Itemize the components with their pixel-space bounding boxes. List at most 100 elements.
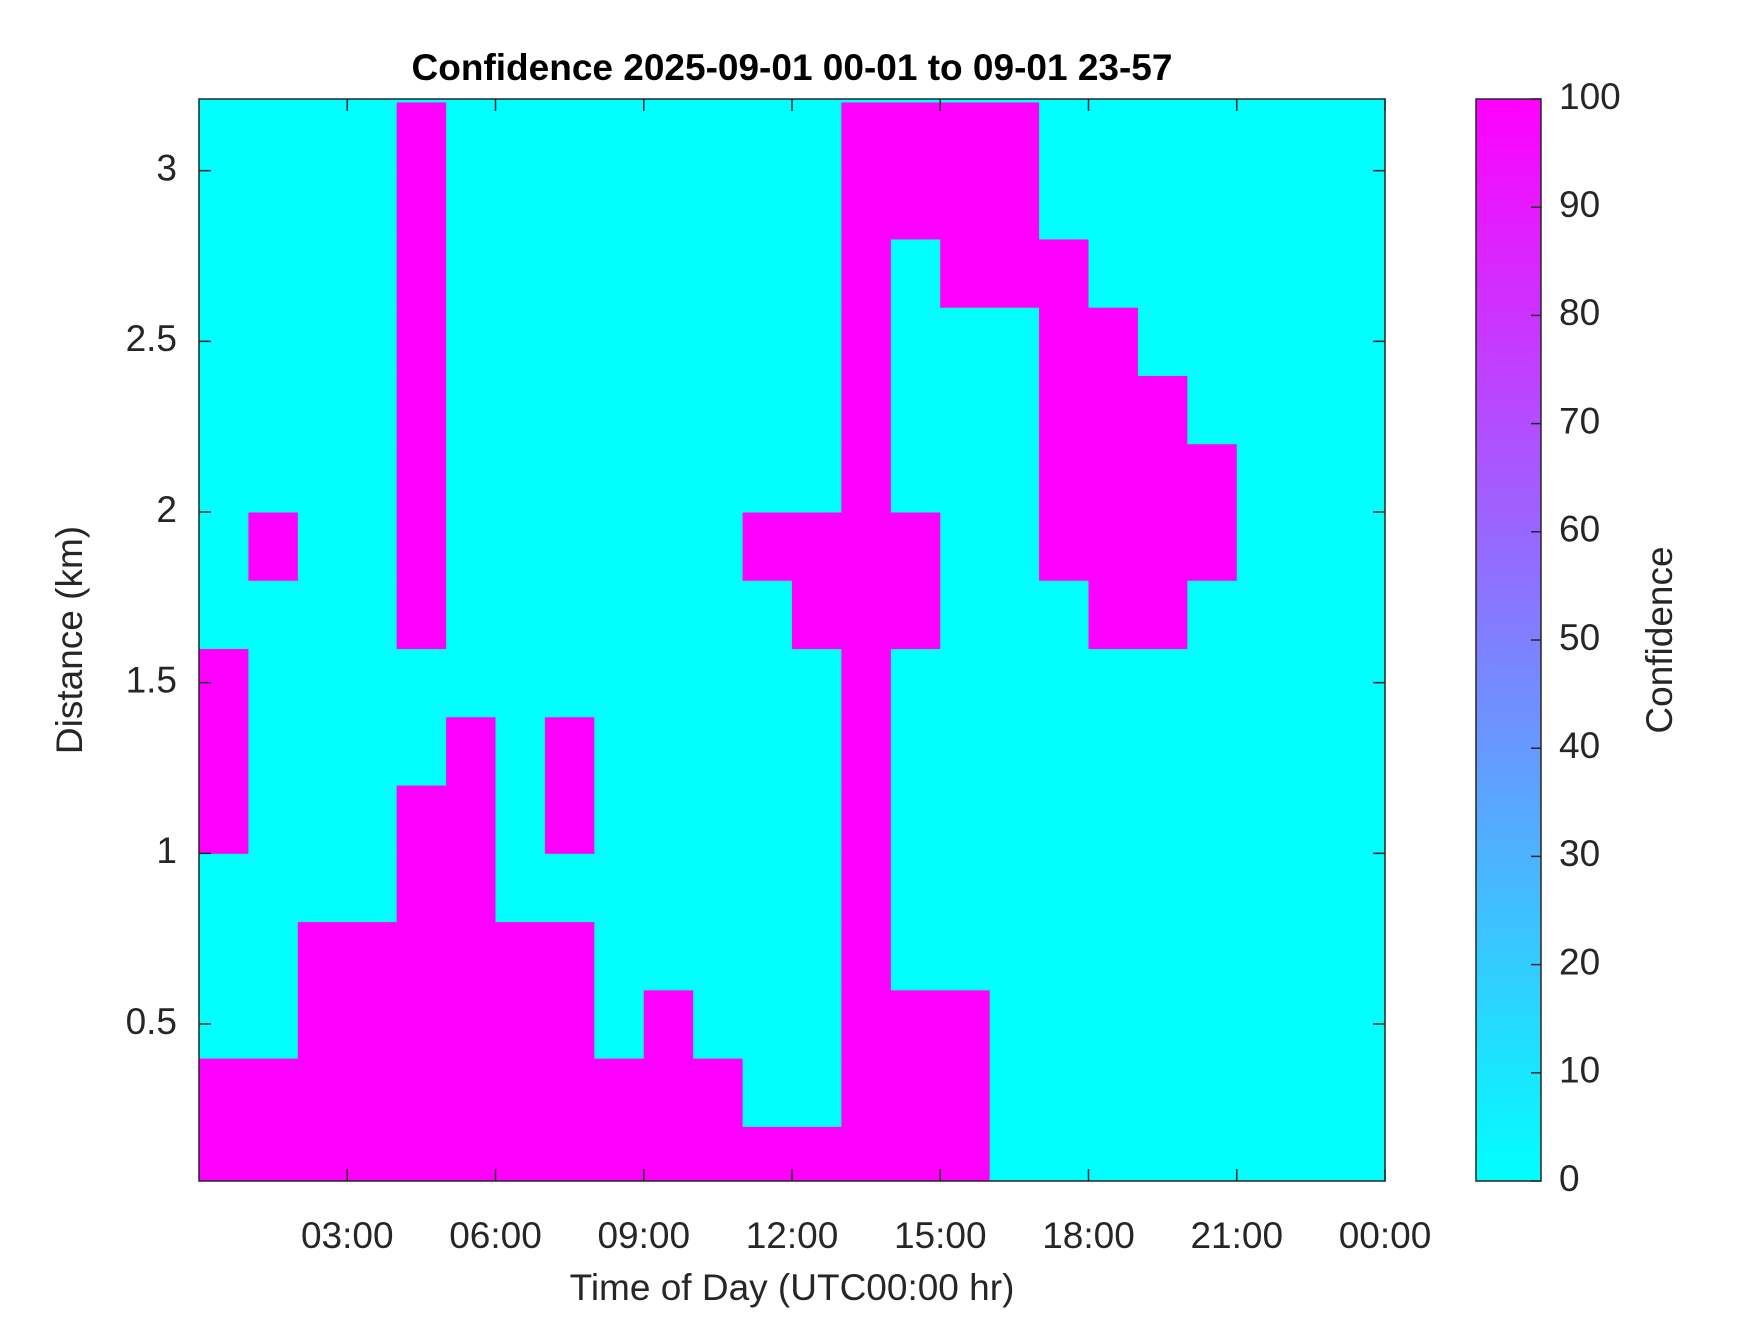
heatmap-cell	[1335, 170, 1385, 240]
heatmap-cell	[1039, 1058, 1089, 1127]
heatmap-cell	[347, 580, 398, 650]
heatmap-cell	[890, 375, 941, 445]
heatmap-cell	[693, 443, 744, 513]
heatmap-cell	[989, 921, 1040, 991]
heatmap-cell	[1137, 785, 1188, 854]
heatmap-cell	[742, 989, 793, 1059]
heatmap-cell	[544, 580, 595, 650]
heatmap-cell	[544, 785, 595, 854]
heatmap-cell	[1187, 1126, 1238, 1181]
heatmap-cell	[989, 1058, 1040, 1127]
heatmap-cell	[1187, 307, 1238, 376]
heatmap-cell	[792, 102, 842, 172]
heatmap-cell	[1088, 989, 1139, 1059]
heatmap-cell	[742, 307, 793, 376]
heatmap-cell	[1137, 102, 1188, 172]
heatmap-cell	[890, 512, 941, 581]
heatmap-cell	[396, 648, 447, 718]
heatmap-cell	[297, 443, 348, 513]
heatmap-cell	[248, 648, 299, 718]
heatmap-cell	[841, 1058, 892, 1127]
heatmap-cell	[199, 375, 249, 445]
heatmap-cell	[890, 170, 941, 240]
heatmap-cell	[544, 853, 595, 923]
heatmap-cell	[1187, 170, 1238, 240]
heatmap-cell	[495, 512, 546, 581]
heatmap-cell	[693, 512, 744, 581]
heatmap-cell	[544, 170, 595, 240]
heatmap-cell	[396, 580, 447, 650]
heatmap-cell	[693, 580, 744, 650]
heatmap-cell	[1088, 716, 1139, 786]
heatmap-cell	[693, 238, 744, 308]
heatmap-cell	[1335, 375, 1385, 445]
heatmap-cell	[940, 307, 991, 376]
heatmap-cell	[297, 375, 348, 445]
heatmap-cell	[1039, 375, 1089, 445]
heatmap-cell	[1236, 102, 1287, 172]
heatmap-cell	[792, 580, 842, 650]
heatmap-cell	[594, 1126, 645, 1181]
heatmap-cell	[396, 512, 447, 581]
heatmap-cell	[1187, 580, 1238, 650]
heatmap-cell	[446, 1058, 496, 1127]
heatmap-cell	[841, 375, 892, 445]
heatmap-cell	[940, 989, 991, 1059]
heatmap-cell	[495, 716, 546, 786]
heatmap-cell	[297, 853, 348, 923]
x-tick-label: 03:00	[301, 1215, 394, 1256]
heatmap-cell	[1187, 238, 1238, 308]
heatmap-cell	[199, 102, 249, 172]
y-tick-label: 1	[156, 830, 177, 871]
heatmap-cell	[1286, 102, 1337, 172]
y-tick-label: 0.5	[126, 1001, 177, 1042]
heatmap-cell	[890, 443, 941, 513]
heatmap-cell	[594, 170, 645, 240]
heatmap-cell	[890, 1058, 941, 1127]
heatmap-cell	[841, 1126, 892, 1181]
heatmap-cell	[446, 989, 496, 1059]
heatmap-cell	[495, 1126, 546, 1181]
heatmap-cell	[742, 238, 793, 308]
heatmap-cell	[1137, 648, 1188, 718]
y-axis-label: Distance (km)	[49, 526, 90, 754]
heatmap-cell	[297, 238, 348, 308]
colorbar-tick-label: 10	[1559, 1050, 1600, 1091]
heatmap-cell	[989, 716, 1040, 786]
heatmap-cell	[1236, 853, 1287, 923]
heatmap-cell	[989, 580, 1040, 650]
x-tick-label: 12:00	[746, 1215, 839, 1256]
heatmap-cell	[347, 716, 398, 786]
heatmap-cell	[495, 170, 546, 240]
heatmap-cell	[1335, 512, 1385, 581]
heatmap-cell	[199, 512, 249, 581]
heatmap-cell	[841, 102, 892, 172]
colorbar-tick-label: 20	[1559, 941, 1600, 982]
heatmap-cell	[643, 443, 694, 513]
heatmap-cell	[1039, 785, 1089, 854]
colorbar-tick-label: 80	[1559, 292, 1600, 333]
heatmap-cell	[693, 1058, 744, 1127]
heatmap-cell	[890, 785, 941, 854]
heatmap-cell	[841, 853, 892, 923]
heatmap-cell	[396, 1126, 447, 1181]
heatmap-cell	[347, 307, 398, 376]
heatmap-cell	[841, 307, 892, 376]
heatmap-cell	[643, 238, 694, 308]
heatmap-cell	[446, 170, 496, 240]
heatmap-cell	[1088, 853, 1139, 923]
heatmap-cell	[594, 785, 645, 854]
heatmap-cell	[495, 785, 546, 854]
heatmap-cell	[1137, 307, 1188, 376]
heatmap-cell	[841, 921, 892, 991]
heatmap-cell	[989, 443, 1040, 513]
heatmap-cell	[347, 989, 398, 1059]
heatmap-cell	[446, 785, 496, 854]
heatmap-cell	[1286, 375, 1337, 445]
heatmap-cell	[347, 1126, 398, 1181]
heatmap-cell	[248, 580, 299, 650]
heatmap-cell	[199, 1126, 249, 1181]
colorbar-tick-label: 30	[1559, 833, 1600, 874]
